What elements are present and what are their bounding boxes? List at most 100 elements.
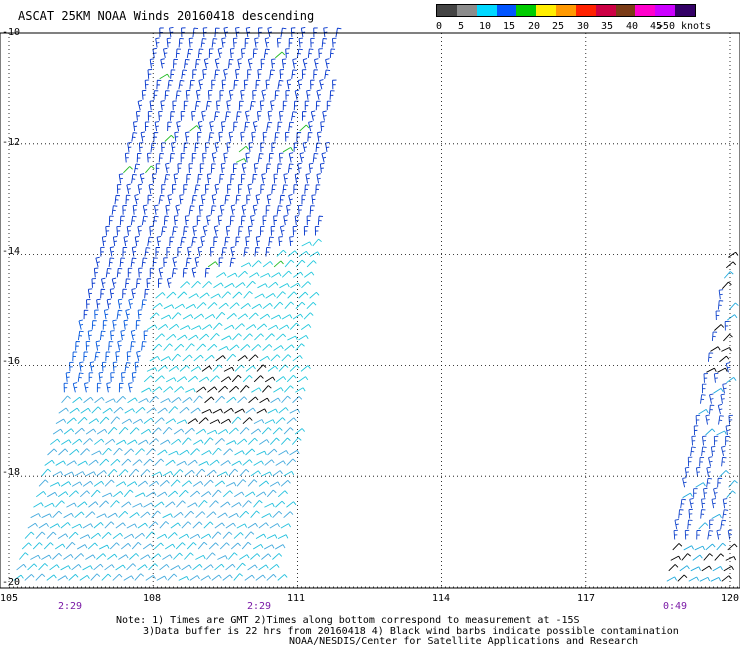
wind-barb	[122, 205, 127, 215]
wind-barb	[310, 37, 315, 48]
wind-barb	[195, 58, 201, 69]
wind-barb	[245, 152, 250, 163]
wind-barb	[75, 341, 80, 351]
wind-barb	[133, 121, 138, 132]
wind-barb	[181, 69, 188, 79]
wind-barb	[270, 100, 275, 111]
wind-barb	[709, 393, 714, 404]
wind-barb	[126, 183, 131, 194]
wind-barb	[695, 414, 701, 425]
wind-barb	[152, 343, 163, 351]
wind-barb	[258, 522, 269, 529]
wind-barb	[273, 260, 284, 268]
wind-barb	[147, 236, 154, 247]
wind-barb	[83, 396, 94, 404]
wind-barb	[88, 501, 99, 508]
lon-label-108: 108	[142, 593, 162, 604]
wind-barb	[717, 477, 723, 488]
wind-barb	[275, 376, 287, 383]
wind-barb	[160, 439, 171, 445]
wind-barb	[265, 79, 270, 90]
wind-barb	[317, 215, 324, 226]
wind-barb	[270, 397, 281, 404]
wind-barb	[162, 513, 173, 519]
wind-barb	[127, 142, 132, 153]
wind-barb	[206, 552, 216, 560]
wind-barb	[303, 226, 309, 236]
wind-barb	[194, 184, 201, 194]
lat-label-18: -18	[2, 467, 21, 478]
wind-barb	[158, 194, 165, 205]
wind-barb	[109, 288, 115, 299]
wind-barb	[684, 466, 690, 477]
wind-barb	[275, 460, 286, 466]
wind-barb	[222, 574, 233, 581]
wind-barb	[719, 470, 730, 478]
wind-barb	[46, 531, 57, 539]
wind-barb	[694, 545, 705, 551]
wind-barb	[173, 469, 184, 477]
wind-barb	[267, 110, 273, 121]
wind-barb	[127, 439, 138, 445]
wind-barb	[147, 152, 152, 163]
wind-barb	[231, 502, 242, 508]
wind-barb	[235, 236, 241, 247]
wind-barb	[80, 407, 91, 414]
wind-barb	[77, 501, 88, 508]
wind-barb	[164, 90, 170, 100]
wind-barb	[273, 301, 284, 310]
wind-barb	[141, 89, 147, 100]
wind-barb	[293, 100, 299, 111]
wind-barb	[251, 131, 256, 142]
wind-barb	[65, 371, 71, 382]
wind-barb	[292, 313, 304, 320]
wind-barb	[115, 522, 126, 529]
wind-barb	[261, 513, 272, 519]
wind-barb	[214, 480, 226, 487]
wind-barb	[229, 48, 235, 58]
wind-barb	[63, 428, 75, 435]
wind-barb	[239, 510, 250, 519]
wind-barb	[168, 450, 179, 456]
wind-barb	[265, 247, 271, 257]
wind-barb	[285, 131, 290, 142]
wind-barb	[264, 419, 276, 425]
wind-barb	[111, 205, 118, 215]
wind-barb	[152, 215, 159, 226]
wind-barb	[689, 498, 694, 509]
wind-barb	[86, 299, 91, 309]
wind-barb	[60, 481, 72, 487]
wind-barb	[261, 89, 266, 100]
wind-barb	[138, 142, 144, 152]
wind-barb	[255, 79, 261, 90]
wind-barb	[198, 500, 208, 508]
wind-barb	[727, 529, 733, 540]
wind-barb	[181, 27, 186, 38]
wind-barb	[158, 267, 164, 278]
wind-barb	[106, 298, 112, 309]
wind-barb	[137, 564, 148, 571]
wind-barb	[182, 314, 194, 320]
wind-barb	[286, 417, 297, 424]
wind-barb	[115, 351, 120, 361]
wind-barb	[182, 396, 193, 404]
wind-barb	[52, 510, 63, 519]
wind-barb	[101, 573, 112, 581]
wind-barb	[57, 575, 68, 581]
wind-barb	[313, 69, 319, 79]
wind-barb	[135, 320, 141, 330]
wind-barb	[225, 522, 236, 529]
wind-barb	[283, 173, 288, 184]
wind-barb	[260, 184, 265, 194]
wind-barb	[322, 110, 327, 121]
wind-barb	[717, 300, 724, 310]
wind-barb	[255, 236, 261, 247]
wind-barb	[717, 367, 728, 373]
legend-label: 45	[649, 21, 663, 32]
wind-barb	[146, 491, 157, 498]
wind-barb	[134, 532, 145, 539]
wind-barb	[199, 292, 210, 299]
wind-barb	[152, 386, 163, 393]
wind-barb	[197, 541, 208, 550]
wind-barb	[124, 448, 135, 456]
